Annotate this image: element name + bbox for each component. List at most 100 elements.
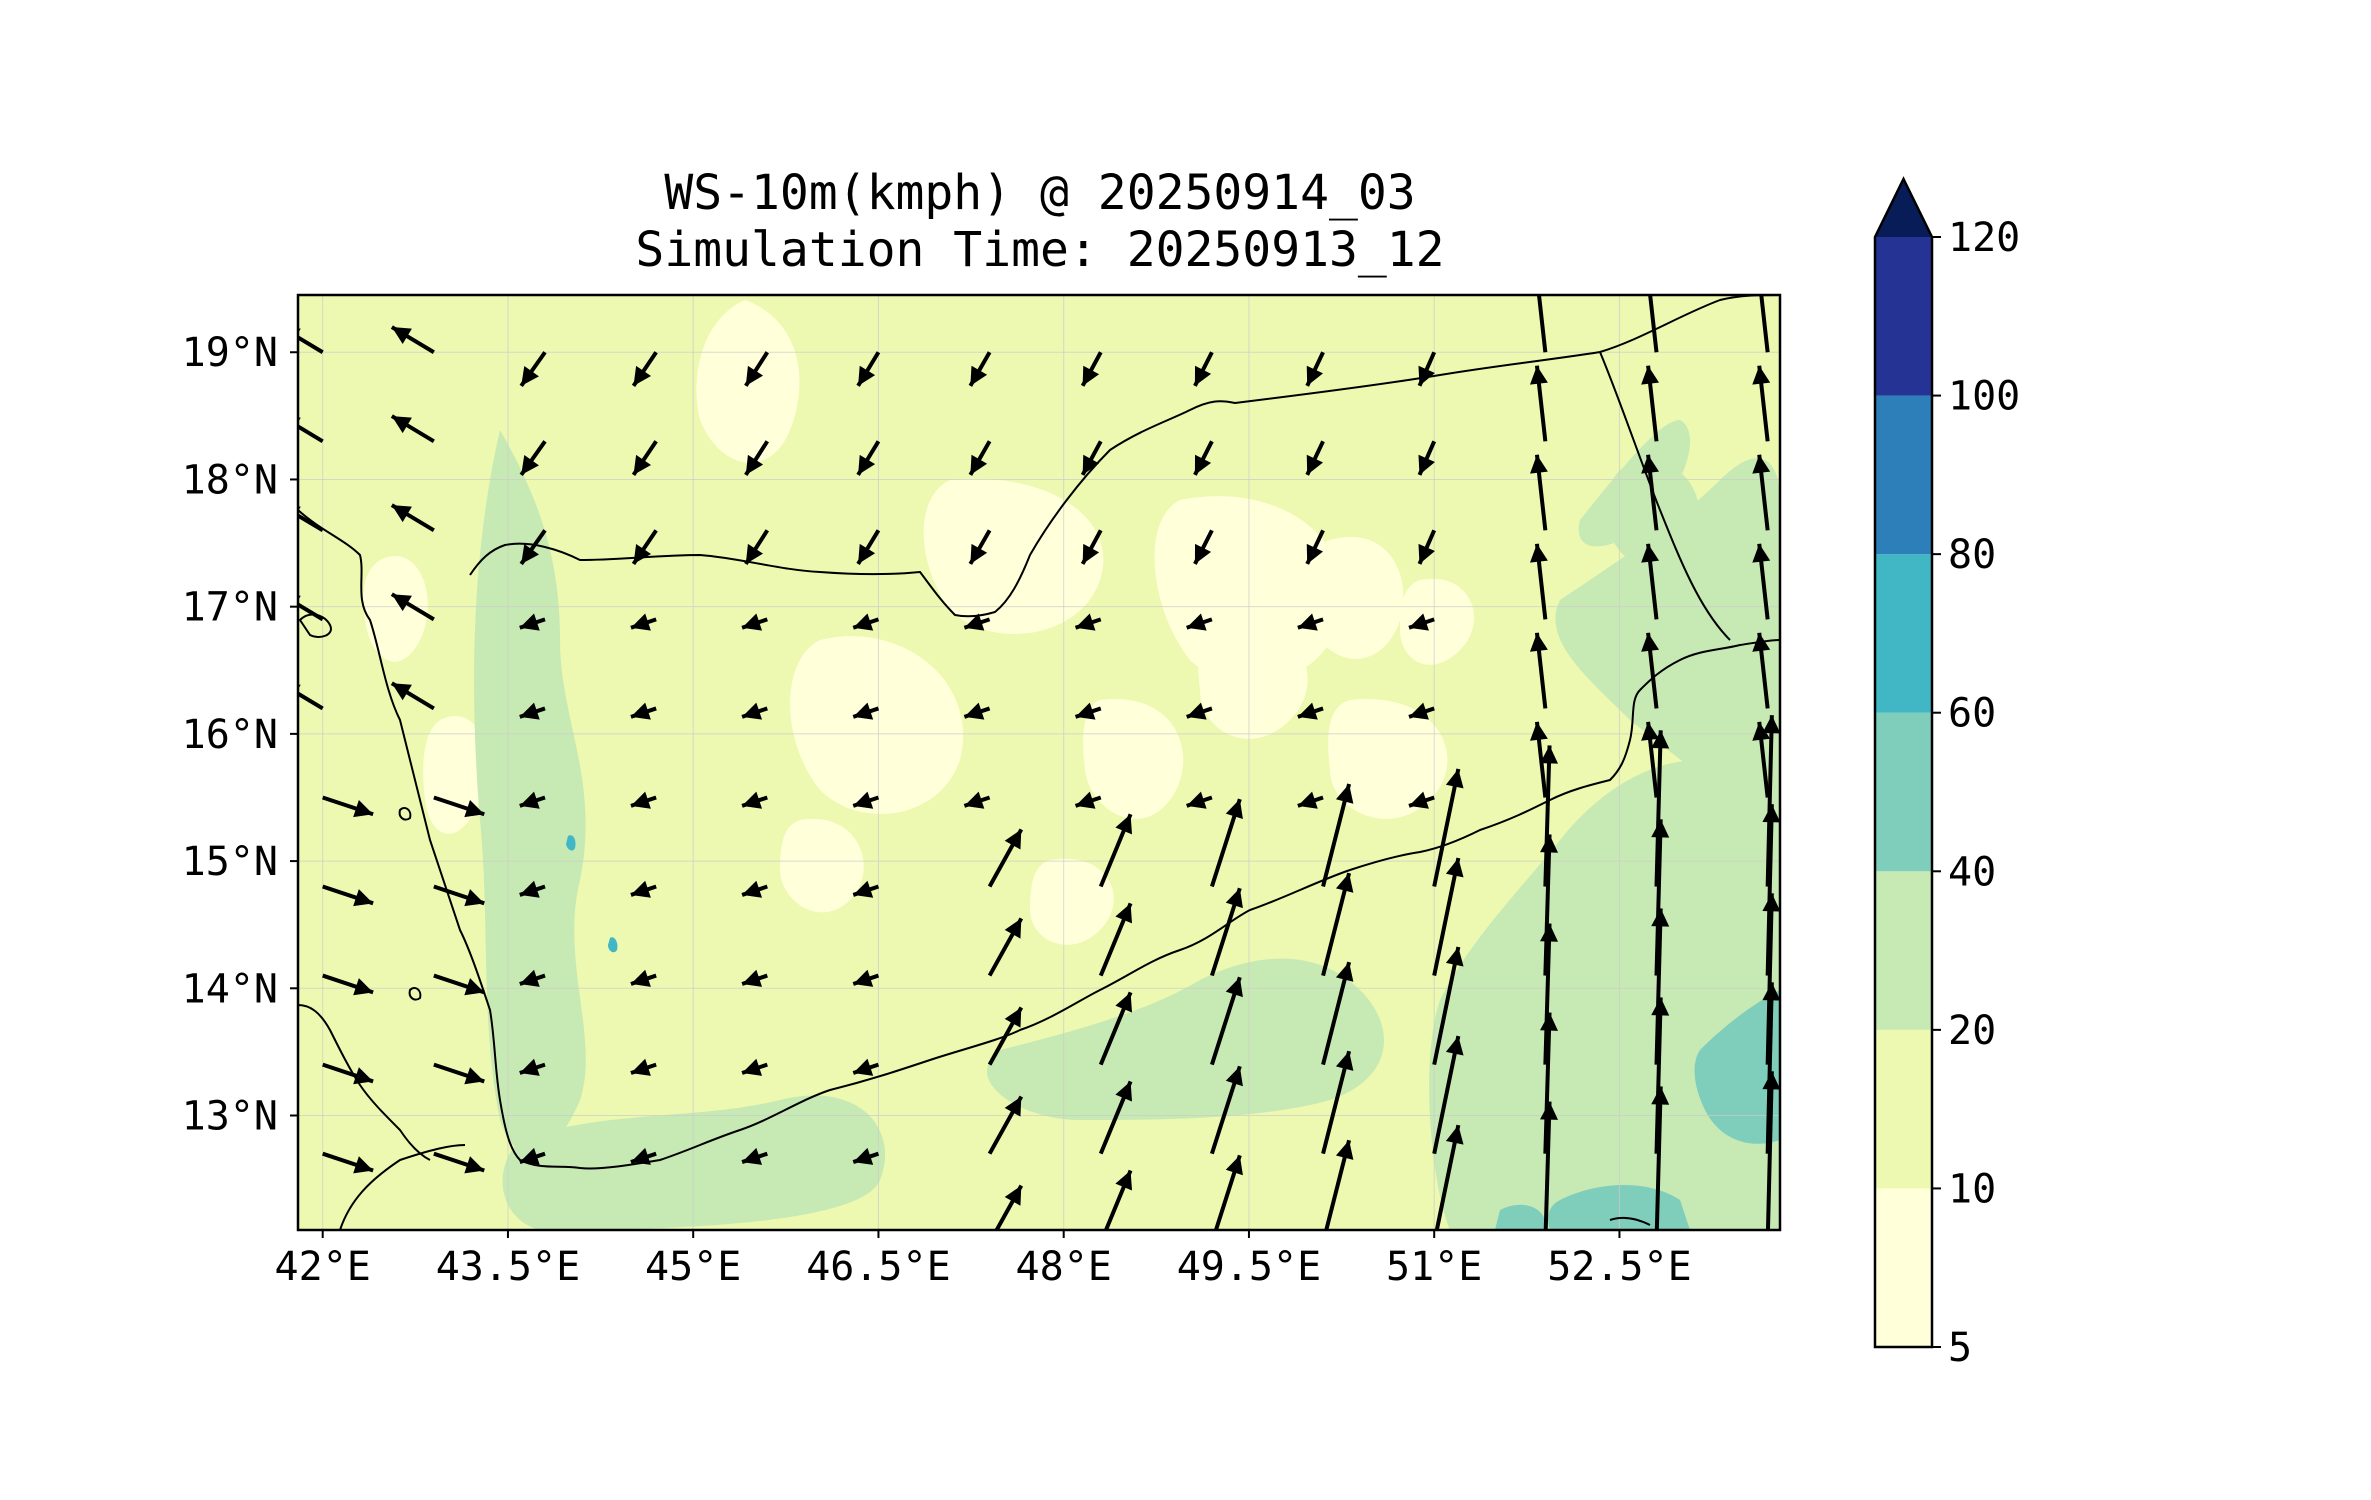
wind-arrow-head: [521, 365, 539, 386]
wind-arrow-head: [633, 454, 652, 475]
wind-arrow-head: [1297, 791, 1318, 809]
lat-tick-label: 16°N: [182, 712, 278, 758]
wind-arrow-head: [853, 791, 874, 809]
wind-arrow-head: [1641, 721, 1660, 741]
wind-arrow-head: [742, 702, 763, 720]
wind-arrow-head: [1335, 1140, 1354, 1160]
wind-arrow-head: [353, 1067, 374, 1085]
colorbar-tick-label: 40: [1948, 849, 1996, 895]
wind-arrow-head: [1194, 365, 1212, 386]
wind-arrow-head: [630, 969, 651, 987]
wind-arrow-head: [1762, 715, 1780, 734]
wind-arrow-head: [1529, 721, 1548, 741]
wind-arrow-head: [1445, 1036, 1464, 1056]
lon-tick-label: 46.5°E: [806, 1244, 951, 1290]
wind-arrow-shaft: [1654, 730, 1663, 887]
wind-arrow-head: [353, 1156, 374, 1174]
colorbar-tick-label: 120: [1948, 215, 2020, 261]
wind-arrow-head: [1335, 873, 1354, 893]
wind-arrow-shaft: [1432, 946, 1461, 1066]
wind-arrow-head: [1529, 295, 1535, 296]
wind-arrow-head: [853, 613, 874, 631]
wind-vectors: [298, 295, 1780, 1251]
wind-arrow-head: [464, 1156, 485, 1174]
wind-arrow-head: [1445, 857, 1464, 878]
wind-arrow-shaft: [1759, 295, 1770, 353]
wind-arrow-shaft: [1543, 745, 1552, 887]
wind-arrow-shaft: [298, 335, 324, 354]
wind-arrow-head: [633, 365, 652, 386]
colorbar-segment: [1875, 554, 1932, 713]
wind-arrow-head: [630, 1147, 651, 1165]
wind-arrow-head: [1651, 908, 1670, 927]
border-yemen-oman: [1599, 351, 1731, 641]
wind-arrow-head: [1409, 613, 1429, 631]
contour-40-60: [1495, 990, 1780, 1230]
lat-tick-label: 17°N: [182, 585, 278, 631]
gridlines: [298, 295, 1780, 1230]
wind-arrow-head: [1529, 365, 1548, 385]
wind-arrow-head: [1004, 1096, 1022, 1117]
wind-arrow-head: [1115, 992, 1133, 1013]
wind-arrow-head: [1445, 947, 1464, 967]
wind-arrow-head: [519, 613, 540, 631]
wind-arrow-shaft: [298, 424, 324, 444]
wind-arrow-head: [1082, 365, 1100, 386]
wind-arrow-head: [1082, 543, 1100, 564]
lon-tick-label: 49.5°E: [1177, 1244, 1322, 1290]
wind-arrow-head: [1752, 295, 1758, 296]
wind-arrow-head: [1529, 543, 1548, 563]
wind-speed-contours: [363, 300, 1780, 1230]
wind-arrow-head: [1306, 365, 1324, 386]
wind-arrow-head: [1651, 819, 1670, 838]
wind-arrow-head: [353, 889, 374, 907]
wind-arrow-head: [521, 455, 539, 475]
lon-tick-label: 45°E: [645, 1244, 741, 1290]
island-coast: [298, 613, 1651, 1226]
colorbar-outline: [1873, 176, 1934, 1349]
wind-arrow-head: [519, 1058, 540, 1076]
contour-20-40: [474, 420, 1780, 1230]
wind-arrow-shaft: [1432, 768, 1461, 887]
wind-arrow-shaft: [1543, 1012, 1552, 1154]
wind-arrow-shaft: [298, 513, 324, 533]
contour-small-40-60: [566, 835, 618, 953]
wind-arrow-head: [742, 1058, 763, 1076]
map-panel: [296, 293, 1782, 1251]
colorbar-extend-triangle: [1875, 179, 1932, 237]
wind-arrow-head: [1752, 543, 1771, 563]
colorbar-tick-label: 60: [1948, 691, 1996, 737]
wind-arrow-head: [1194, 454, 1212, 475]
wind-arrow-head: [1418, 543, 1435, 564]
coastline-africa: [298, 1004, 431, 1161]
map-subtitle: Simulation Time: 20250913_12: [635, 222, 1445, 278]
wind-arrow-head: [1752, 365, 1771, 385]
wind-arrow-head: [742, 791, 763, 809]
wind-arrow-shaft: [742, 1243, 767, 1251]
wind-arrow-shaft: [1434, 1124, 1461, 1230]
wind-arrow-head: [1186, 613, 1207, 631]
wind-arrow-head: [1752, 454, 1771, 474]
wind-arrow-head: [630, 791, 651, 809]
wind-arrow-head: [964, 613, 985, 631]
lon-tick-label: 42°E: [275, 1244, 371, 1290]
wind-arrow-head: [1004, 829, 1022, 850]
wind-arrow-head: [1075, 613, 1096, 631]
wind-arrow-head: [353, 800, 374, 818]
colorbar-tick-label: 10: [1948, 1166, 1996, 1212]
wind-arrow-head: [1641, 543, 1660, 563]
wind-arrow-head: [742, 880, 763, 898]
colorbar-segment: [1875, 237, 1932, 396]
wind-arrow-shaft: [1765, 804, 1774, 976]
colorbar-tick-label: 5: [1948, 1325, 1972, 1371]
wind-arrow-head: [1225, 799, 1243, 820]
wind-arrow-head: [1225, 1155, 1243, 1176]
wind-arrow-head: [1075, 791, 1096, 809]
wind-arrow-head: [519, 1147, 540, 1165]
wind-arrow-head: [858, 454, 876, 475]
wind-arrow-head: [745, 365, 764, 386]
wind-arrow-head: [742, 969, 763, 987]
wind-arrow-head: [633, 543, 652, 564]
wind-arrow-head: [742, 1147, 763, 1165]
wind-arrow-shaft: [1765, 715, 1774, 887]
